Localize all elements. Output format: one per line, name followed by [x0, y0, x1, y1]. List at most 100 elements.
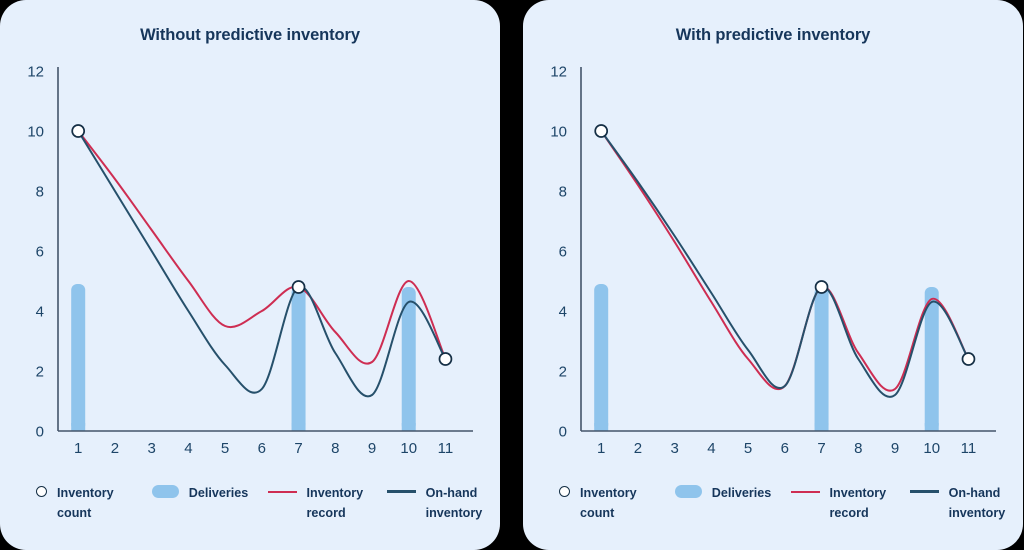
legend-item-on-hand-inventory[interactable]: On-hand inventory	[909, 484, 1009, 523]
x-axis-tick-label: 8	[854, 440, 862, 457]
legend-item-label: Deliveries	[188, 486, 249, 500]
x-axis-tick-label: 3	[670, 440, 678, 457]
delivery-bar-foot	[291, 423, 306, 431]
delivery-bar-foot	[401, 423, 416, 431]
delivery-bar-foot	[71, 423, 86, 431]
x-axis-tick-label: 8	[331, 440, 339, 457]
legend-swatch	[674, 484, 702, 499]
x-axis-tick-label: 6	[781, 440, 789, 457]
inventory-count-marker	[71, 124, 86, 138]
legend-item-label: On-hand inventory	[425, 486, 483, 520]
x-axis-tick-label: 2	[634, 440, 642, 457]
delivery-bar-foot	[594, 423, 609, 431]
y-axis-tick-label: 4	[559, 304, 567, 321]
legend-item-on-hand-inventory[interactable]: On-hand inventory	[386, 484, 486, 523]
legend-item-label: Inventory count	[580, 486, 637, 520]
x-axis-tick-label: 11	[438, 440, 454, 457]
legend-swatch	[36, 484, 47, 499]
chart-legend-right: Inventory count Deliveries Inventory recor…	[559, 484, 1009, 523]
y-axis-tick-label: 2	[36, 364, 44, 381]
legend-item-label: On-hand inventory	[948, 486, 1006, 520]
bar-swatch-icon	[674, 485, 702, 498]
y-axis-tick-label: 2	[559, 364, 567, 381]
delivery-bar-foot	[924, 423, 939, 431]
circle-marker-icon	[559, 486, 570, 497]
x-axis-tick-label: 4	[707, 440, 715, 457]
page-title-right: With predictive inventory	[675, 26, 871, 44]
x-axis-tick-label: 6	[258, 440, 266, 457]
x-axis-tick-label: 1	[74, 440, 82, 457]
legend-item-label: Inventory count	[57, 486, 114, 520]
legend-item-label: Inventory record	[306, 486, 364, 520]
x-axis-tick-label: 10	[923, 440, 940, 457]
y-axis-tick-label: 4	[36, 304, 44, 321]
series-line	[77, 130, 447, 398]
legend-item-inventory-count[interactable]: Inventory count	[559, 484, 657, 523]
y-axis-tick-label: 10	[27, 124, 44, 141]
navy-line-swatch-icon	[386, 490, 416, 493]
chart-axes	[57, 67, 473, 432]
delivery-bar	[594, 284, 609, 431]
y-axis-tick-label: 0	[559, 424, 567, 441]
x-axis-tick-label: 2	[111, 440, 119, 457]
y-axis-tick-label: 12	[27, 64, 44, 81]
series-line	[600, 130, 970, 398]
series-line	[77, 130, 447, 365]
y-axis-tick-label: 6	[559, 244, 567, 261]
x-axis-tick-label: 7	[817, 440, 825, 457]
y-axis-tick-label: 10	[550, 124, 567, 141]
delivery-bar	[924, 287, 939, 431]
delivery-bar-foot	[814, 423, 829, 431]
x-axis-tick-label: 9	[368, 440, 376, 457]
y-axis-tick-label: 8	[36, 184, 44, 201]
circle-marker-icon	[36, 486, 47, 497]
chart-legend-left: Inventory count Deliveries Inventory recor…	[36, 484, 486, 523]
legend-swatch	[267, 484, 297, 499]
x-axis-tick-label: 1	[597, 440, 605, 457]
legend-item-inventory-record[interactable]: Inventory record	[267, 484, 369, 523]
inventory-count-marker	[814, 280, 829, 294]
x-axis-tick-label: 5	[221, 440, 229, 457]
inventory-count-marker	[961, 352, 976, 366]
legend-swatch	[909, 484, 939, 499]
y-axis-tick-label: 12	[550, 64, 567, 81]
red-line-swatch-icon	[790, 490, 820, 493]
y-axis-tick-label: 6	[36, 244, 44, 261]
x-axis-tick-label: 9	[891, 440, 899, 457]
legend-item-deliveries[interactable]: Deliveries	[674, 484, 773, 504]
x-axis-tick-label: 11	[961, 440, 977, 457]
delivery-bar	[291, 287, 306, 431]
legend-swatch	[790, 484, 820, 499]
chart-axes	[580, 67, 996, 432]
legend-swatch	[386, 484, 416, 499]
legend-item-label: Deliveries	[711, 486, 772, 500]
x-axis-tick-label: 4	[184, 440, 192, 457]
page-title-left: Without predictive inventory	[140, 26, 360, 44]
chart-plot-left: 0 2 4 6 8 10 12 1 2 3 4 5 6 7 8 9 10 11	[0, 0, 500, 470]
delivery-bar	[401, 287, 416, 431]
legend-item-inventory-record[interactable]: Inventory record	[790, 484, 892, 523]
series-line	[600, 130, 970, 392]
panel-without-predictive-inventory: Without predictive inventory 0 2 4 6 8 10 12 1 2…	[0, 0, 500, 550]
delivery-bar	[814, 287, 829, 431]
red-line-swatch-icon	[267, 490, 297, 493]
inventory-count-marker	[594, 124, 609, 138]
x-axis-tick-label: 5	[744, 440, 752, 457]
x-axis-tick-label: 10	[400, 440, 417, 457]
navy-line-swatch-icon	[909, 490, 939, 493]
legend-item-deliveries[interactable]: Deliveries	[151, 484, 250, 504]
legend-item-inventory-count[interactable]: Inventory count	[36, 484, 134, 523]
inventory-count-marker	[438, 352, 453, 366]
panel-with-predictive-inventory: With predictive inventory 0 2 4 6 8 10 12 1 2 3 4 5…	[523, 0, 1023, 550]
x-axis-tick-label: 7	[294, 440, 302, 457]
chart-plot-right: 0 2 4 6 8 10 12 1 2 3 4 5 6 7 8 9 10 11	[523, 0, 1023, 470]
y-axis-tick-label: 8	[559, 184, 567, 201]
legend-swatch	[151, 484, 179, 499]
delivery-bar	[71, 284, 86, 431]
bar-swatch-icon	[151, 485, 179, 498]
legend-swatch	[559, 484, 570, 499]
y-axis-tick-label: 0	[36, 424, 44, 441]
